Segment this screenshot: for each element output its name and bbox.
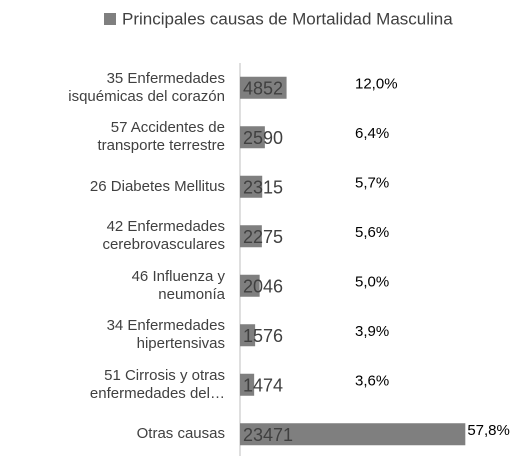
percent-label: 5,0%: [355, 274, 389, 291]
bar: [240, 324, 256, 347]
value-label: 2275: [243, 227, 283, 247]
category-label: 46 Influenza y neumonía: [131, 267, 225, 303]
legend-swatch: [104, 13, 116, 25]
percent-label: 12,0%: [355, 76, 398, 93]
category-label: 34 Enfermedades hipertensivas: [106, 317, 225, 353]
value-label: 2315: [243, 178, 283, 198]
category-label: 35 Enfermedades isquémicas del corazón: [68, 69, 225, 105]
value-label: 2590: [243, 128, 283, 148]
legend-label: Principales causas de Mortalidad Masculi…: [122, 9, 453, 28]
percent-label: 3,6%: [355, 373, 389, 390]
percent-label: 5,7%: [355, 175, 389, 192]
value-label: 23471: [243, 425, 293, 445]
percent-label: 6,4%: [355, 125, 389, 142]
bar: [240, 423, 466, 446]
percent-label: 57,8%: [467, 422, 510, 439]
category-label: 51 Cirrosis y otras enfermedades del…: [89, 366, 225, 402]
bar: [240, 225, 262, 248]
value-label: 2046: [243, 277, 283, 297]
value-label: 4852: [243, 79, 283, 99]
value-label: 1576: [243, 326, 283, 346]
bar: [240, 373, 255, 396]
bar: [240, 274, 260, 297]
bar: [240, 126, 265, 149]
bar: [240, 175, 263, 198]
category-label: 57 Accidentes de transporte terrestre: [97, 119, 225, 155]
bar: [240, 76, 287, 99]
percent-label: 3,9%: [355, 323, 389, 340]
category-label: Otras causas: [136, 425, 225, 443]
category-label: 26 Diabetes Mellitus: [89, 177, 225, 195]
value-label: 1474: [243, 376, 283, 396]
percent-label: 5,6%: [355, 224, 389, 241]
category-label: 42 Enfermedades cerebrovasculares: [102, 218, 225, 254]
